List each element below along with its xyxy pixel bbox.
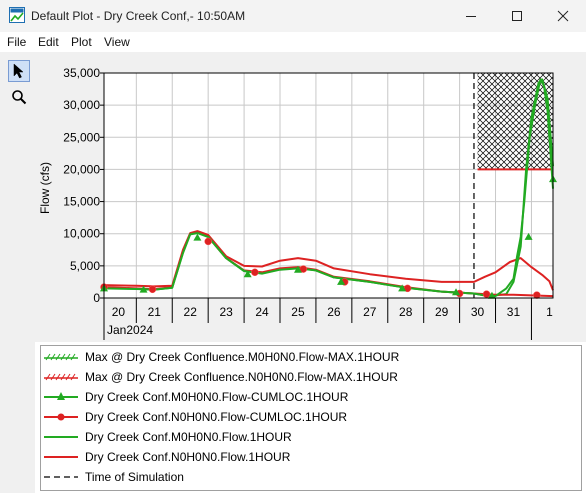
max-hatch-region bbox=[477, 73, 553, 170]
tool-panel bbox=[0, 52, 35, 493]
legend-label: Dry Creek Conf.N0H0N0.Flow.1HOUR bbox=[85, 450, 291, 464]
x-axis-month-label: Jan2024 bbox=[107, 323, 153, 337]
legend: Max @ Dry Creek Confluence.M0H0N0.Flow-M… bbox=[41, 346, 581, 490]
y-tick-label: 30,000 bbox=[63, 98, 100, 112]
close-button[interactable] bbox=[540, 0, 586, 32]
x-tick-label: 20 bbox=[112, 305, 126, 319]
y-tick-label: 25,000 bbox=[63, 130, 100, 144]
m0-cumloc-marker bbox=[139, 285, 148, 293]
x-tick-label: 27 bbox=[363, 305, 377, 319]
x-tick-label: 25 bbox=[291, 305, 305, 319]
legend-label: Time of Simulation bbox=[85, 470, 184, 484]
menu-view[interactable]: View bbox=[104, 35, 130, 49]
legend-swatch bbox=[44, 353, 78, 361]
y-tick-label: 20,000 bbox=[63, 162, 100, 176]
x-tick-label: 22 bbox=[184, 305, 198, 319]
y-tick-label: 15,000 bbox=[63, 195, 100, 209]
legend-label: Max @ Dry Creek Confluence.M0H0N0.Flow-M… bbox=[85, 350, 400, 364]
x-tick-label: 29 bbox=[435, 305, 449, 319]
legend-swatch bbox=[44, 373, 78, 381]
legend-item[interactable]: Dry Creek Conf.M0H0N0.Flow-CUMLOC.1HOUR bbox=[41, 386, 581, 406]
pointer-tool-button[interactable] bbox=[8, 60, 30, 82]
legend-item[interactable]: Max @ Dry Creek Confluence.M0H0N0.Flow-M… bbox=[41, 346, 581, 366]
maximize-button[interactable] bbox=[494, 0, 540, 32]
menu-file[interactable]: File bbox=[7, 35, 27, 49]
window-title: Default Plot - Dry Creek Conf,- 10:50AM bbox=[31, 9, 246, 23]
legend-item[interactable]: Dry Creek Conf.N0H0N0.Flow-CUMLOC.1HOUR bbox=[41, 406, 581, 426]
m0-cumloc-marker bbox=[293, 265, 302, 273]
legend-swatch bbox=[44, 392, 78, 400]
x-tick-label: 24 bbox=[255, 305, 269, 319]
m0-cumloc-marker bbox=[193, 233, 202, 241]
legend-label: Max @ Dry Creek Confluence.N0H0N0.Flow-M… bbox=[85, 370, 398, 384]
n0-cumloc-marker bbox=[204, 237, 212, 246]
menu-edit[interactable]: Edit bbox=[38, 35, 59, 49]
n0-cumloc-marker bbox=[482, 290, 491, 298]
maximize-icon bbox=[512, 11, 522, 21]
legend-item[interactable]: Time of Simulation bbox=[41, 466, 581, 486]
legend-swatch bbox=[44, 456, 78, 458]
y-tick-label: 0 bbox=[93, 291, 100, 305]
legend-swatch bbox=[44, 413, 78, 421]
m0-cumloc-marker bbox=[487, 291, 496, 299]
menu-bar: File Edit Plot View bbox=[0, 32, 586, 52]
x-tick-label: 23 bbox=[219, 305, 233, 319]
close-icon bbox=[557, 10, 569, 22]
legend-swatch bbox=[44, 476, 78, 478]
legend-item[interactable]: Max @ Dry Creek Confluence.N0H0N0.Flow-M… bbox=[41, 366, 581, 386]
x-tick-label: 21 bbox=[148, 305, 162, 319]
arrow-pointer-icon bbox=[13, 63, 24, 79]
title-bar: Default Plot - Dry Creek Conf,- 10:50AM bbox=[0, 0, 586, 32]
minimize-button[interactable] bbox=[448, 0, 494, 32]
m0-cumloc-marker bbox=[398, 284, 407, 292]
legend-label: Dry Creek Conf.M0H0N0.Flow.1HOUR bbox=[85, 430, 292, 444]
legend-panel bbox=[40, 345, 582, 491]
menu-plot[interactable]: Plot bbox=[71, 35, 92, 49]
y-tick-label: 35,000 bbox=[63, 66, 100, 80]
x-tick-label: 31 bbox=[507, 305, 521, 319]
x-tick-label: 26 bbox=[327, 305, 341, 319]
n0-cumloc-marker bbox=[533, 291, 541, 299]
legend-item[interactable]: Dry Creek Conf.M0H0N0.Flow.1HOUR bbox=[41, 426, 581, 446]
m0-cumloc-marker bbox=[524, 232, 533, 240]
x-tick-label: 28 bbox=[399, 305, 413, 319]
magnifier-icon bbox=[12, 90, 27, 105]
app-icon bbox=[9, 7, 25, 23]
zoom-tool-button[interactable] bbox=[8, 86, 30, 108]
minimize-icon bbox=[466, 16, 476, 17]
plot-frame bbox=[103, 72, 554, 299]
legend-swatch bbox=[44, 436, 78, 438]
legend-label: Dry Creek Conf.N0H0N0.Flow-CUMLOC.1HOUR bbox=[85, 410, 348, 424]
m0-cumloc-marker bbox=[243, 270, 252, 278]
x-tick-label: 1 bbox=[546, 305, 553, 319]
y-tick-label: 5,000 bbox=[70, 259, 100, 273]
legend-label: Dry Creek Conf.M0H0N0.Flow-CUMLOC.1HOUR bbox=[85, 390, 349, 404]
m0-cumloc-marker bbox=[452, 288, 461, 296]
x-tick-label: 30 bbox=[471, 305, 485, 319]
series-m0-cumloc-line bbox=[103, 78, 554, 298]
n0-cumloc-marker bbox=[148, 285, 157, 294]
legend-item[interactable]: Dry Creek Conf.N0H0N0.Flow.1HOUR bbox=[41, 446, 581, 466]
y-tick-label: 10,000 bbox=[63, 227, 100, 241]
n0-cumloc-marker bbox=[251, 268, 259, 277]
m0-cumloc-marker bbox=[337, 277, 346, 285]
y-axis-label: Flow (cfs) bbox=[38, 162, 52, 214]
flow-chart[interactable]: 0 5,000 10,000 15,000 20,000 25,000 30,000 35,0… bbox=[0, 0, 586, 345]
